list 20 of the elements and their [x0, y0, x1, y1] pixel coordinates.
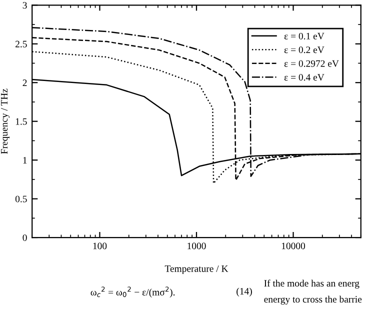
text: (14): [236, 288, 252, 297]
legend-label: ε = 0.2 eV: [284, 46, 324, 54]
y-tick-label: 0: [22, 234, 27, 242]
text: ω$_{c}$$^{2}$ = ω$_{0}$$^{2}$ − ε/(mσ$^{2}$).: [90, 286, 175, 298]
x-tick-label: 100: [93, 242, 107, 250]
x-axis-title: Temperature / K: [164, 265, 228, 274]
y-tick-label: 2.5: [16, 40, 27, 48]
text: If the mode has an energ: [264, 280, 360, 289]
x-tick-label: 1000: [188, 242, 206, 250]
y-tick-label: 1: [23, 157, 27, 164]
y-tick-label: 2: [22, 80, 27, 86]
y-tick-label: 3: [22, 2, 27, 9]
legend-label: ε = 0.4 eV: [284, 74, 324, 81]
text: energy to cross the barrie: [264, 296, 362, 305]
legend-label: ε = 0.1 eV: [284, 32, 324, 40]
legend-label: ε = 0.2972 eV: [284, 60, 339, 67]
y-tick-label: 1.5: [16, 118, 27, 125]
y-axis-title: Frequency / THz: [1, 88, 10, 154]
x-tick-label: 10000: [282, 242, 306, 250]
y-tick-label: 0.5: [15, 196, 27, 202]
